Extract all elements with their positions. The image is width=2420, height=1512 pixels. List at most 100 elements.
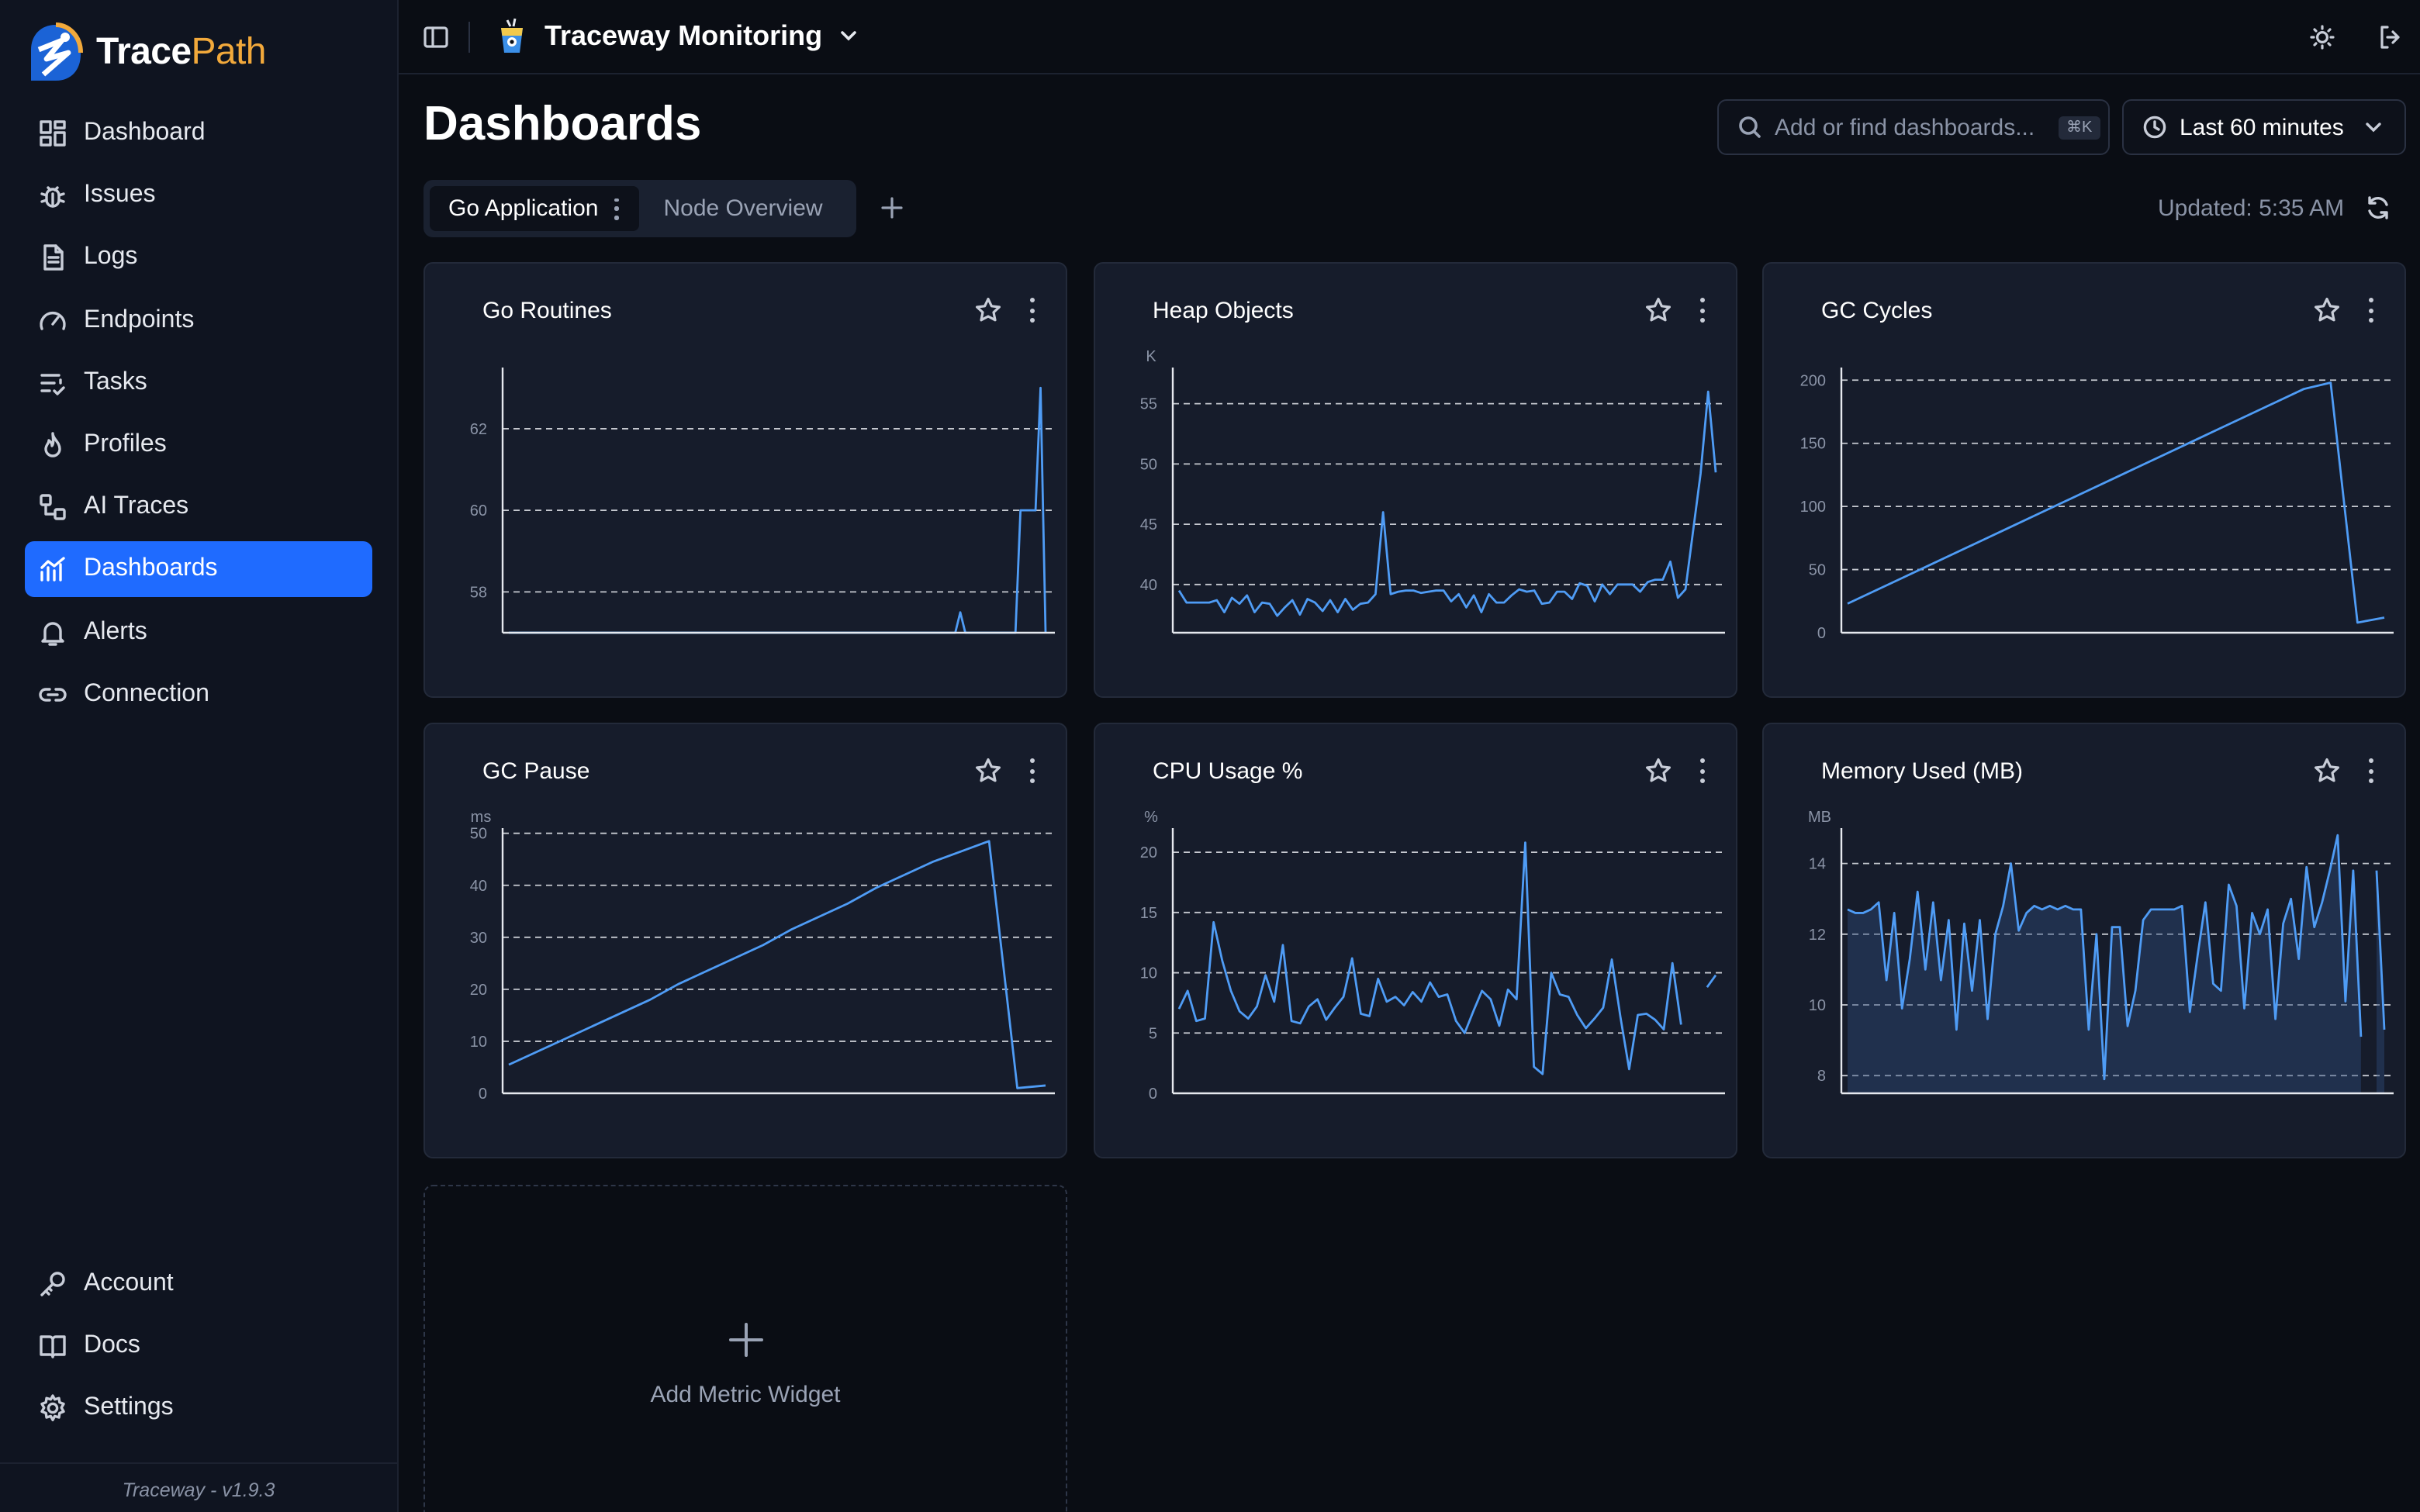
memory-used-chart: MB 8 10 12 14 xyxy=(1808,809,2394,1095)
search-icon xyxy=(1739,116,1761,138)
widget-menu-button[interactable] xyxy=(1025,298,1038,323)
series-line xyxy=(1177,841,1682,1075)
sidebar-item-ai-traces[interactable]: AI Traces xyxy=(25,479,372,535)
toggle-sidebar-button[interactable] xyxy=(420,22,451,53)
sidebar-item-label: Alerts xyxy=(84,618,147,644)
gc-pause-chart: ms 0 10 20 30 40 50 xyxy=(470,809,1055,1103)
refresh-button[interactable] xyxy=(2364,194,2392,222)
y-tick-label: 58 xyxy=(470,584,487,601)
series-line xyxy=(1847,381,2385,624)
unit-label: ms xyxy=(471,809,492,826)
gc-cycles-chart: 0 50 100 150 200 xyxy=(1800,368,2394,642)
brand-name: TracePath xyxy=(96,31,266,74)
star-icon xyxy=(2315,298,2339,322)
widget-menu-button[interactable] xyxy=(2364,758,2377,783)
divider xyxy=(468,22,470,53)
version-label: Traceway - v1.9.3 xyxy=(0,1462,397,1512)
flame-icon xyxy=(44,432,61,457)
sidebar-item-dashboards[interactable]: Dashboards xyxy=(25,541,372,598)
sidebar-item-tasks[interactable]: Tasks xyxy=(25,355,372,411)
favorite-button[interactable] xyxy=(2313,757,2341,785)
sidebar-item-label: Endpoints xyxy=(84,306,195,333)
refresh-icon xyxy=(2368,196,2388,219)
dashboard-tabs: Go Application Node Overview xyxy=(424,180,856,237)
sidebar-item-issues[interactable]: Issues xyxy=(25,167,372,223)
sidebar-item-endpoints[interactable]: Endpoints xyxy=(25,292,372,348)
widget-menu-button[interactable] xyxy=(1696,758,1708,783)
tab-go-application[interactable]: Go Application xyxy=(430,186,639,231)
y-tick-label: 40 xyxy=(1140,577,1157,594)
sidebar-item-label: AI Traces xyxy=(84,493,189,520)
clock-icon xyxy=(2143,116,2166,139)
y-tick-label: 30 xyxy=(470,930,487,947)
y-tick-label: 10 xyxy=(470,1034,487,1051)
sidebar-item-docs[interactable]: Docs xyxy=(25,1318,372,1374)
favorite-button[interactable] xyxy=(974,296,1002,324)
sidebar-item-settings[interactable]: Settings xyxy=(25,1381,372,1437)
search-shortcut-badge: ⌘K xyxy=(2059,116,2100,139)
widget-cpu-usage: CPU Usage % % 0 5 10 15 20 xyxy=(1094,723,1737,1158)
sidebar-item-label: Docs xyxy=(84,1332,140,1359)
sidebar-item-profiles[interactable]: Profiles xyxy=(25,417,372,473)
favorite-button[interactable] xyxy=(1644,296,1672,324)
sidebar-item-label: Connection xyxy=(84,680,209,707)
sidebar-item-logs[interactable]: Logs xyxy=(25,230,372,286)
favorite-button[interactable] xyxy=(1644,757,1672,785)
sidebar-item-label: Settings xyxy=(84,1394,174,1421)
sidebar-item-dashboard[interactable]: Dashboard xyxy=(25,105,372,161)
sidebar-item-connection[interactable]: Connection xyxy=(25,666,372,722)
brand[interactable]: TracePath xyxy=(28,22,266,84)
favorite-button[interactable] xyxy=(2313,296,2341,324)
y-tick-label: 20 xyxy=(470,982,487,999)
y-tick-label: 10 xyxy=(1140,965,1157,982)
sun-icon xyxy=(2310,25,2335,50)
y-tick-label: 200 xyxy=(1800,372,1826,389)
widget-menu-button[interactable] xyxy=(2364,298,2377,323)
file-text-icon xyxy=(43,245,64,271)
add-metric-widget-button[interactable]: Add Metric Widget xyxy=(424,1185,1067,1512)
tab-node-overview[interactable]: Node Overview xyxy=(645,186,841,231)
theme-toggle-button[interactable] xyxy=(2307,22,2338,53)
widget-title: Memory Used (MB) xyxy=(1821,758,2024,785)
sidebar-item-alerts[interactable]: Alerts xyxy=(25,604,372,660)
y-tick-label: 15 xyxy=(1140,905,1157,922)
tracepath-logo-icon xyxy=(31,22,83,81)
search-input[interactable] xyxy=(1775,114,2046,140)
widget-heap-objects: Heap Objects K 40 45 50 55 xyxy=(1094,262,1737,698)
plus-icon xyxy=(728,1322,762,1356)
chart-icon xyxy=(40,557,65,582)
star-icon xyxy=(976,298,1001,322)
tab-menu-icon[interactable] xyxy=(614,198,620,219)
favorite-button[interactable] xyxy=(974,757,1002,785)
widget-gc-cycles: GC Cycles 0 50 100 150 200 xyxy=(1762,262,2406,698)
project-switcher[interactable]: Traceway Monitoring xyxy=(495,16,859,56)
dashboard-search[interactable]: ⌘K xyxy=(1717,99,2110,155)
series-line xyxy=(1847,834,2363,1081)
y-tick-label: 50 xyxy=(1140,456,1157,473)
sidebar-item-label: Profiles xyxy=(84,430,167,457)
sidebar-item-label: Account xyxy=(84,1270,174,1296)
sidebar-item-account[interactable]: Account xyxy=(25,1256,372,1312)
chevron-down-icon xyxy=(841,31,856,41)
y-tick-label: 55 xyxy=(1140,396,1157,413)
widget-gc-pause: GC Pause ms 0 10 20 30 40 50 xyxy=(424,723,1067,1158)
add-dashboard-button[interactable] xyxy=(878,194,906,222)
widget-menu-button[interactable] xyxy=(1025,758,1038,783)
widget-menu-button[interactable] xyxy=(1696,298,1708,323)
bell-icon xyxy=(41,621,64,645)
y-tick-label: 45 xyxy=(1140,516,1157,533)
series-line xyxy=(2375,870,2386,1030)
list-check-icon xyxy=(40,373,65,395)
series-line xyxy=(1177,390,1717,617)
widget-title: CPU Usage % xyxy=(1153,758,1303,785)
logout-button[interactable] xyxy=(2375,22,2406,53)
series-area xyxy=(1848,835,2361,1093)
bug-icon xyxy=(40,186,65,209)
time-range-select[interactable]: Last 60 minutes xyxy=(2122,99,2406,155)
sidebar-item-label: Logs xyxy=(84,243,138,271)
sidebar: TracePath Dashboard Issues Logs Endpoint… xyxy=(0,0,399,1512)
sidebar-item-label: Issues xyxy=(84,181,156,209)
key-icon xyxy=(40,1272,65,1296)
y-tick-label: 8 xyxy=(1817,1068,1826,1085)
logout-icon xyxy=(2380,26,2400,49)
